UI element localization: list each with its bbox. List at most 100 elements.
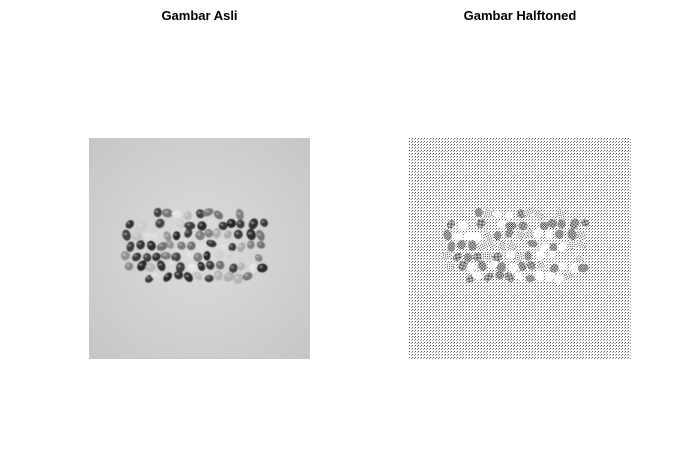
halftoned-bean (484, 272, 494, 282)
bean-highlight (215, 212, 219, 215)
halftoned-bean (581, 218, 590, 227)
jelly-bean (213, 210, 224, 220)
bean-highlight (146, 276, 150, 279)
jelly-bean (150, 271, 162, 280)
halftoned-bean (536, 260, 546, 270)
halftoned-bean (547, 218, 558, 228)
jelly-bean (183, 211, 193, 221)
halftoned-bean (568, 240, 576, 250)
halftoned-bean (539, 221, 549, 231)
jelly-bean (248, 263, 258, 273)
jelly-bean (248, 218, 259, 230)
bean-highlight (248, 231, 252, 235)
halftoned-bean (518, 221, 528, 231)
halftoned-bean (466, 274, 475, 283)
bean-highlight (195, 254, 199, 258)
jelly-bean (166, 240, 174, 249)
halftoned-bean (577, 230, 586, 241)
halftoned-bean (487, 240, 495, 249)
halftoned-bean (508, 263, 519, 272)
halftoned-bean (471, 271, 483, 280)
bean-highlight (138, 223, 143, 227)
jelly-bean (172, 231, 181, 241)
bean-highlight (178, 221, 182, 225)
bean-highlight (173, 211, 178, 215)
jelly-bean (246, 228, 256, 241)
bean-highlight (188, 243, 192, 246)
bean-highlight (204, 253, 208, 256)
jelly-bean (136, 240, 145, 250)
halftoned-bean (567, 228, 577, 241)
bean-highlight (164, 234, 169, 237)
background (89, 138, 310, 359)
bean-highlight (257, 233, 262, 236)
jelly-bean (237, 242, 246, 253)
halftoned-bean (557, 219, 566, 229)
halftoned-bean (547, 250, 556, 259)
jelly-bean (233, 273, 244, 284)
halftoned-bean (496, 262, 506, 273)
halftoned-bean (569, 218, 580, 230)
halftoned-bean (474, 207, 483, 218)
jelly-bean (151, 231, 161, 242)
jelly-bean (171, 252, 181, 262)
bean-highlight (204, 210, 209, 213)
original-image (89, 138, 310, 359)
jelly-bean (120, 251, 130, 261)
halftoned-bean (484, 231, 493, 242)
halftoned-bean (527, 239, 538, 248)
bean-highlight (261, 220, 265, 223)
halftoned-bean (558, 242, 567, 253)
bean-highlight (195, 273, 199, 276)
bean-highlight (250, 221, 255, 224)
halftoned-bean (523, 208, 535, 217)
jelly-bean (131, 232, 143, 241)
bean-highlight (206, 276, 210, 279)
bean-highlight (167, 242, 171, 245)
halftoned-bean (493, 231, 502, 241)
bean-highlight (225, 232, 229, 235)
bean-highlight (123, 232, 128, 236)
jelly-bean (197, 221, 207, 231)
bean-highlight (164, 210, 169, 214)
halftoned-bean (563, 272, 574, 281)
jelly-bean (197, 261, 206, 271)
jelly-bean (195, 209, 205, 219)
bean-highlight (238, 245, 242, 248)
halftoned-bean (556, 208, 565, 221)
halftoned-bean (477, 242, 489, 251)
jelly-bean (163, 272, 173, 282)
jelly-bean (214, 250, 224, 260)
halftoned-bean (443, 229, 452, 241)
jelly-bean (256, 263, 268, 273)
halftoned-bean (544, 271, 556, 282)
bean-highlight (197, 232, 201, 236)
halftoned-bean (516, 209, 526, 219)
bean-highlight (164, 274, 169, 277)
jelly-bean (203, 251, 211, 261)
jelly-bean (226, 218, 237, 228)
halftoned-bean (468, 240, 477, 251)
bean-highlight (178, 243, 182, 246)
bean-highlight (208, 241, 212, 244)
jelly-bean (214, 270, 223, 281)
halftoned-bean (549, 243, 558, 252)
halftoned-bean (463, 231, 475, 241)
bean-highlight (235, 231, 239, 235)
jelly-bean (136, 221, 147, 232)
bean-highlight (225, 274, 230, 277)
halftoned-bean (514, 271, 524, 281)
bean-highlight (206, 230, 210, 234)
jelly-bean (156, 242, 168, 251)
jelly-bean (183, 272, 193, 282)
bean-highlight (213, 230, 218, 234)
jelly-bean (126, 241, 135, 252)
halftoned-bean (498, 241, 507, 250)
jelly-bean (137, 260, 147, 271)
jelly-bean (161, 208, 173, 218)
bean-highlight (187, 252, 191, 255)
bean-highlight (159, 244, 164, 247)
bean-highlight (199, 223, 203, 227)
halftoned-bean (441, 251, 451, 261)
